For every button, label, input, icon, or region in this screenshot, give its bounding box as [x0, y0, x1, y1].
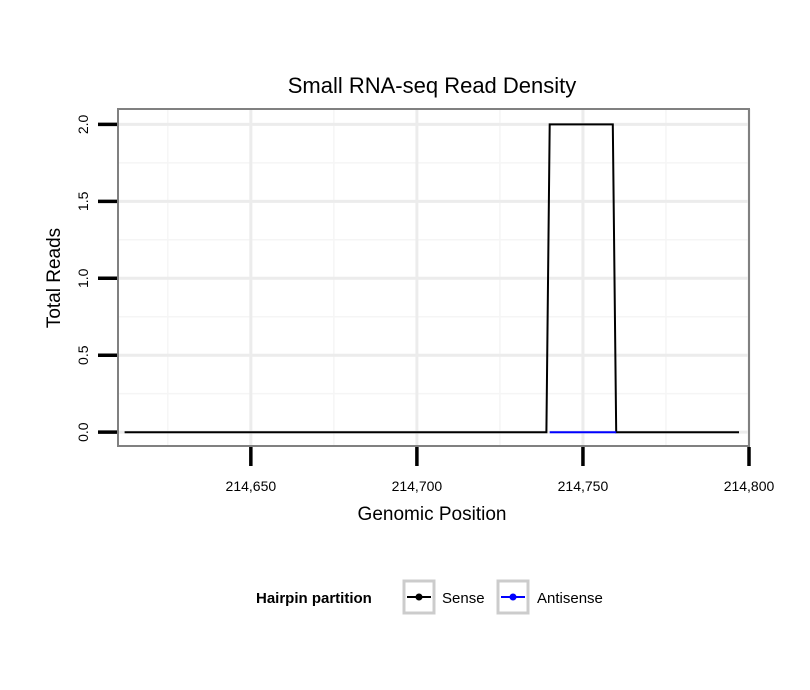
plot-panel-border [117, 108, 750, 447]
y-tick-label: 0.5 [75, 345, 91, 365]
y-tick-label: 1.0 [75, 268, 91, 288]
series-line-sense [124, 123, 739, 434]
legend-key-point [509, 593, 517, 601]
x-tick-label: 214,700 [392, 478, 443, 494]
legend-label-sense: Sense [442, 590, 485, 607]
legend-title: Hairpin partition [256, 590, 372, 607]
y-axis-label: Total Reads [44, 228, 65, 328]
legend-label-antisense: Antisense [537, 590, 603, 607]
legend: Hairpin partition Sense Antisense [256, 579, 603, 615]
x-tick-label: 214,800 [724, 478, 775, 494]
x-tick-label: 214,650 [226, 478, 277, 494]
series-lines [124, 123, 739, 434]
axes: 0.0 0.5 1.0 1.5 2.0 214,650 214,700 214,750 214,… [75, 114, 775, 494]
chart-title: Small RNA-seq Read Density [288, 73, 577, 98]
y-tick-label: 2.0 [75, 114, 91, 134]
y-tick-label: 0.0 [75, 422, 91, 442]
y-tick-label: 1.5 [75, 191, 91, 211]
legend-key-point [415, 593, 423, 601]
x-tick-label: 214,750 [558, 478, 609, 494]
x-axis-label: Genomic Position [358, 504, 507, 525]
legend-entries: Sense Antisense [402, 579, 603, 615]
